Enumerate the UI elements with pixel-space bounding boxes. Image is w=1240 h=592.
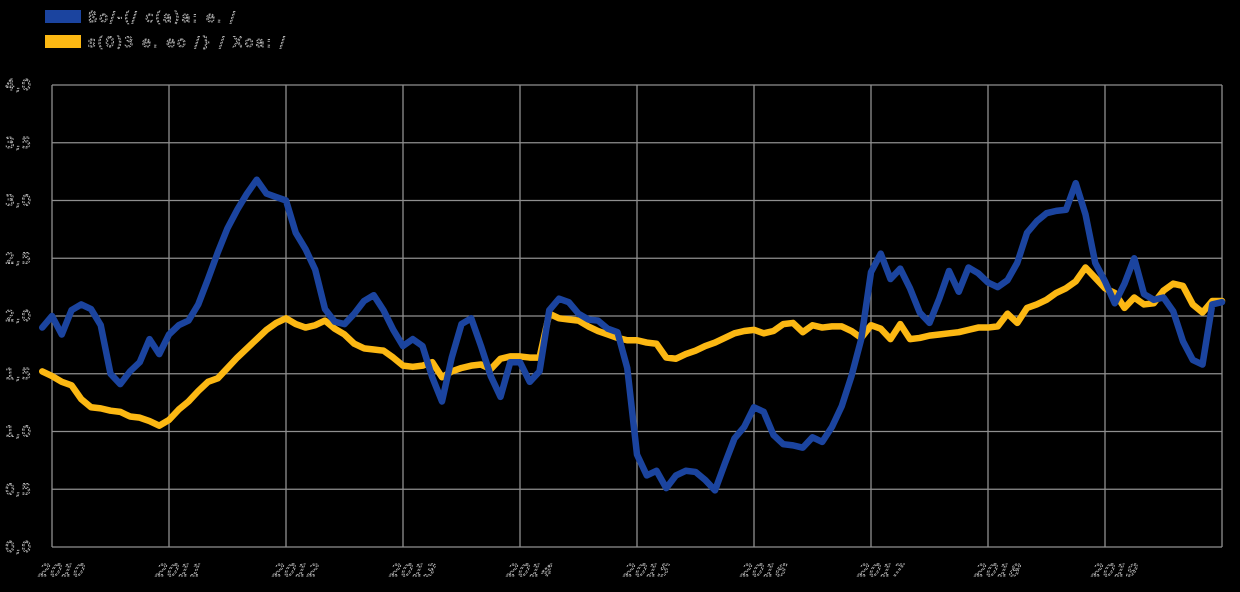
- y-tick-label: 2,0: [5, 307, 32, 325]
- legend-label-blue-series: ßo/-(/ c(a)a: e. /: [88, 10, 237, 26]
- series-line-1: [39, 264, 1226, 429]
- y-tick-label: 3,0: [5, 192, 32, 210]
- y-tick-label: 1,0: [5, 423, 32, 441]
- legend-swatch-yellow: [45, 35, 81, 48]
- x-tick-label: 2017: [854, 562, 908, 581]
- x-tick-label: 2015: [620, 562, 674, 581]
- x-tick-label: 2012: [269, 562, 323, 581]
- x-tick-label: 2013: [386, 562, 440, 581]
- plot-area: 0,0 0,5 1,0 1,5 2,0 2,5 3,0 3,5 4,0 2010 2011 2012 2…: [5, 76, 1226, 581]
- y-tick-label: 4,0: [5, 76, 32, 94]
- y-tick-label: 0,5: [5, 480, 32, 498]
- x-tick-label: 2011: [152, 562, 206, 581]
- x-tick-label: 2016: [737, 562, 791, 581]
- y-tick-label: 1,5: [5, 365, 32, 383]
- x-tick-label: 2014: [503, 562, 557, 581]
- y-tick-label: 2,5: [5, 249, 32, 267]
- x-tick-label: 2010: [35, 562, 89, 581]
- series-line-0: [39, 176, 1226, 494]
- y-tick-label: 0,0: [5, 538, 32, 556]
- legend-swatch-blue: [45, 10, 81, 23]
- y-tick-label: 3,5: [5, 134, 32, 152]
- x-tick-label: 2019: [1088, 562, 1142, 581]
- legend-label-yellow-series: s(0)3 e. eo /} / Xoa: /: [88, 35, 287, 51]
- x-tick-label: 2018: [971, 562, 1025, 581]
- legend: ßo/-(/ c(a)a: e. / s(0)3 e. eo /} / Xoa:…: [45, 10, 287, 51]
